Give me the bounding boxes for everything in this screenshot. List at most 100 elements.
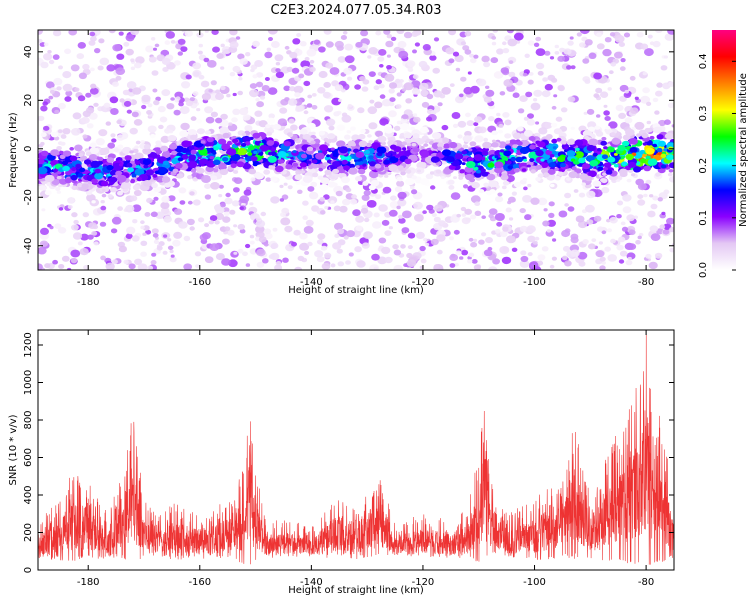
heatmap-speckle (198, 217, 205, 223)
heatmap-speckle (336, 45, 344, 51)
heatmap-blob (44, 174, 55, 183)
heatmap-speckle (211, 30, 219, 35)
heatmap-speckle (325, 62, 334, 69)
heatmap-blob (127, 167, 134, 173)
heatmap-speckle (649, 225, 659, 233)
heatmap-speckle (177, 51, 183, 56)
heatmap-blob (489, 189, 496, 194)
heatmap-blob (475, 169, 481, 174)
heatmap-speckle (48, 59, 55, 65)
heatmap-speckle (99, 221, 107, 227)
heatmap-blob (324, 169, 332, 175)
heatmap-speckle (575, 215, 585, 223)
heatmap-x-tick-label: -140 (300, 277, 323, 288)
heatmap-blob (647, 158, 658, 166)
heatmap-blob (60, 141, 66, 146)
heatmap-speckle (652, 40, 661, 48)
heatmap-blob (412, 133, 420, 139)
heatmap-blob (242, 136, 251, 143)
heatmap-speckle (94, 48, 101, 54)
heatmap-blob (405, 169, 412, 174)
heatmap-speckle (49, 225, 54, 230)
heatmap-speckle (82, 110, 91, 118)
heatmap-speckle (373, 212, 380, 218)
heatmap-speckle (549, 56, 555, 60)
heatmap-speckle (140, 225, 145, 230)
heatmap-speckle (449, 254, 459, 261)
heatmap-blob (106, 164, 114, 171)
heatmap-blob (222, 157, 229, 162)
heatmap-blob (473, 154, 483, 161)
heatmap-speckle (130, 30, 140, 36)
heatmap-blob (472, 166, 479, 171)
heatmap-speckle (347, 104, 353, 108)
heatmap-blob (227, 148, 234, 153)
heatmap-blob (179, 130, 189, 138)
heatmap-blob (607, 156, 616, 163)
heatmap-speckle (624, 117, 633, 124)
heatmap-speckle (71, 224, 79, 231)
heatmap-blob (167, 135, 177, 142)
heatmap-blob (567, 138, 576, 145)
heatmap-speckle (373, 85, 380, 91)
heatmap-speckle (392, 244, 399, 250)
heatmap-speckle (82, 212, 90, 218)
heatmap-speckle (87, 234, 94, 240)
heatmap-blob (377, 135, 387, 143)
heatmap-blob (376, 146, 387, 154)
heatmap-blob (311, 131, 316, 135)
heatmap-speckle (334, 222, 344, 231)
heatmap-speckle (233, 251, 238, 255)
heatmap-speckle (107, 194, 113, 199)
heatmap-blob (126, 162, 133, 168)
heatmap-speckle (588, 243, 596, 250)
heatmap-blob (668, 169, 674, 173)
heatmap-blob (266, 140, 275, 146)
heatmap-speckle (229, 41, 239, 49)
heatmap-speckle (502, 48, 510, 54)
heatmap-speckle (74, 87, 80, 92)
heatmap-speckle (500, 67, 509, 74)
heatmap-speckle (77, 241, 83, 246)
heatmap-blob (618, 168, 628, 176)
snr-y-axis-label: SNR (10 * v/v) (8, 414, 19, 485)
heatmap-speckle (356, 260, 366, 268)
heatmap-speckle (569, 36, 574, 40)
heatmap-blob (556, 137, 562, 142)
heatmap-speckle (148, 56, 157, 63)
heatmap-blob (566, 167, 572, 172)
heatmap-speckle (222, 238, 230, 245)
heatmap-blob (586, 144, 596, 152)
heatmap-speckle (372, 221, 382, 229)
heatmap-speckle (266, 47, 271, 52)
heatmap-speckle (239, 58, 248, 65)
heatmap-blob (523, 129, 533, 137)
heatmap-speckle (345, 187, 352, 193)
heatmap-blob (587, 126, 596, 132)
heatmap-blob (522, 177, 528, 182)
heatmap-speckle (78, 72, 87, 80)
heatmap-speckle (402, 88, 407, 92)
heatmap-blob (358, 140, 368, 148)
heatmap-speckle (511, 247, 518, 252)
heatmap-speckle (429, 55, 437, 61)
heatmap-speckle (249, 234, 255, 239)
heatmap-speckle (519, 259, 530, 268)
heatmap-blob (633, 166, 642, 173)
heatmap-speckle (125, 48, 134, 56)
heatmap-speckle (329, 67, 340, 75)
heatmap-speckle (551, 105, 557, 110)
heatmap-speckle (469, 53, 475, 58)
heatmap-blob (537, 141, 546, 148)
heatmap-speckle (88, 40, 96, 46)
heatmap-speckle (567, 206, 575, 212)
heatmap-blob (506, 160, 512, 165)
heatmap-blob (90, 160, 101, 168)
heatmap-blob (387, 164, 398, 172)
heatmap-speckle (420, 258, 427, 264)
heatmap-blob (209, 156, 215, 160)
heatmap-speckle (509, 217, 514, 221)
heatmap-speckle (201, 232, 211, 240)
heatmap-speckle (38, 115, 45, 122)
heatmap-speckle (437, 102, 443, 107)
